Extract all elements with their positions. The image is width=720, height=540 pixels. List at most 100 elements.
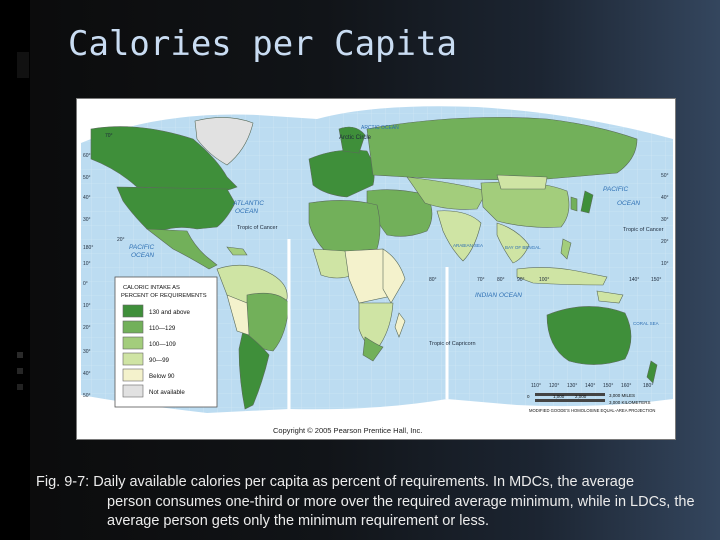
scandinavia (338, 126, 366, 154)
slide-decor-dot (17, 352, 23, 358)
lat-label: 10° (661, 261, 669, 267)
legend-swatch (122, 368, 144, 382)
slide-title: Calories per Capita (68, 24, 457, 64)
map-figure: Arctic Circle ARCTIC OCEAN ATLANTIC OCEA… (76, 98, 676, 440)
lat-label: 50° (83, 393, 91, 399)
tropic-capricorn-label: Tropic of Capricorn (429, 341, 476, 347)
scale-tick: 0 (527, 394, 530, 399)
legend-label: 90—99 (149, 357, 170, 364)
greenland (194, 117, 254, 166)
lat-label: 30° (661, 217, 669, 223)
southeast-asia (496, 222, 530, 264)
lon-label: 70° (477, 277, 485, 283)
south-africa (362, 336, 384, 362)
bay-of-bengal-label: BAY OF BENGAL (505, 245, 541, 250)
pacific-ocean-west-label: PACIFIC (129, 244, 154, 251)
slide-decor-square (17, 52, 29, 78)
mongolia (496, 174, 548, 190)
mexico-central-america (146, 228, 218, 270)
slide-decor-dot (17, 384, 23, 390)
lon-label: 140° (585, 383, 595, 389)
japan (580, 190, 594, 214)
pacific-ocean-east-label-2: OCEAN (617, 200, 640, 207)
world-map: Arctic Circle ARCTIC OCEAN ATLANTIC OCEA… (81, 106, 673, 435)
lon-label: 100° (539, 277, 549, 283)
arabian-sea-label: ARABIAN SEA (453, 243, 483, 248)
indian-ocean-label: INDIAN OCEAN (475, 292, 522, 299)
lat-label: 40° (83, 195, 91, 201)
legend-label: Below 90 (149, 373, 175, 380)
lobe-interruptions (287, 239, 449, 413)
lat-label: 20° (661, 239, 669, 245)
lat-label: 40° (661, 195, 669, 201)
lat-label: 30° (83, 349, 91, 355)
usa (116, 186, 236, 232)
coral-sea-label: CORAL SEA (633, 321, 659, 326)
caption-line-2: person consumes one-third or more over t… (107, 493, 695, 530)
projection-label: MODIFIED GOODE'S HOMOLOSINE EQUAL-AREA P… (529, 408, 655, 413)
lat-label: 50° (83, 175, 91, 181)
india (436, 210, 482, 262)
lat-label: 40° (83, 371, 91, 377)
tropic-cancer-east-label: Tropic of Cancer (623, 227, 664, 233)
lat-label: 60° (83, 153, 91, 159)
scale-bar-km (535, 399, 605, 402)
legend-swatch (122, 320, 144, 334)
bolivia-peru (226, 294, 250, 336)
legend-swatch (122, 384, 144, 398)
north-africa (308, 200, 381, 254)
arctic-circle-label: Arctic Circle (339, 135, 372, 141)
lon-label: 150° (603, 383, 613, 389)
lat-label: 70° (105, 133, 113, 139)
slide-left-bar (0, 0, 30, 540)
lon-label: 80° (497, 277, 505, 283)
legend-swatch (122, 336, 144, 350)
korea (570, 196, 578, 212)
tropic-cancer-west-label: Tropic of Cancer (237, 225, 278, 231)
new-guinea (596, 290, 624, 304)
lat-label: 20° (83, 325, 91, 331)
lat-label: 0° (83, 281, 88, 287)
lon-label: 180° (643, 383, 653, 389)
scale-bar: 0 1,000 2,000 3,000 MILES 3,000 KILOMETE… (527, 393, 655, 413)
legend-title-1: CALORIC INTAKE AS (123, 285, 180, 291)
lon-label: 140° (629, 277, 639, 283)
east-africa (382, 248, 406, 304)
lat-label: 50° (661, 173, 669, 179)
scale-miles-label: 3,000 MILES (609, 393, 635, 398)
lat-label: 180° (83, 245, 93, 251)
map-legend: CALORIC INTAKE AS PERCENT OF REQUIREMENT… (114, 276, 218, 408)
legend-label: Not available (149, 389, 185, 396)
scale-bar-miles (535, 393, 605, 396)
lon-label: 90° (517, 277, 525, 283)
legend-swatch (122, 352, 144, 366)
new-zealand (646, 360, 658, 384)
legend-label: 100—109 (149, 341, 176, 348)
lon-label: 150° (651, 277, 661, 283)
lat-label: 20° (117, 237, 125, 243)
madagascar (394, 312, 406, 338)
lat-label: 10° (83, 261, 91, 267)
arctic-ocean-label: ARCTIC OCEAN (361, 125, 399, 131)
lon-label: 110° (531, 383, 541, 389)
legend-title-2: PERCENT OF REQUIREMENTS (121, 293, 207, 299)
caption-line-1: Fig. 9-7: Daily available calories per c… (36, 474, 635, 490)
legend-label: 130 and above (149, 309, 191, 316)
scale-km-label: 3,000 KILOMETERS (609, 400, 651, 405)
atlantic-ocean-label: ATLANTIC (232, 200, 264, 207)
landmasses (90, 117, 658, 410)
russia (366, 117, 638, 180)
philippines (560, 238, 572, 260)
lon-label: 80° (429, 277, 437, 283)
south-america-south (238, 330, 270, 410)
legend-swatch (122, 304, 144, 318)
canada (90, 126, 238, 192)
pacific-ocean-west-label-2: OCEAN (131, 252, 154, 259)
scale-tick: 1,000 (553, 394, 565, 399)
slide-decor-dot (17, 368, 23, 374)
figure-caption: Fig. 9-7: Daily available calories per c… (36, 473, 712, 532)
atlantic-ocean-label-2: OCEAN (235, 208, 258, 215)
lon-label: 160° (621, 383, 631, 389)
caribbean (226, 246, 248, 256)
legend-items: 130 and above 110—129 100—109 90—99 Below 90… (122, 304, 191, 398)
